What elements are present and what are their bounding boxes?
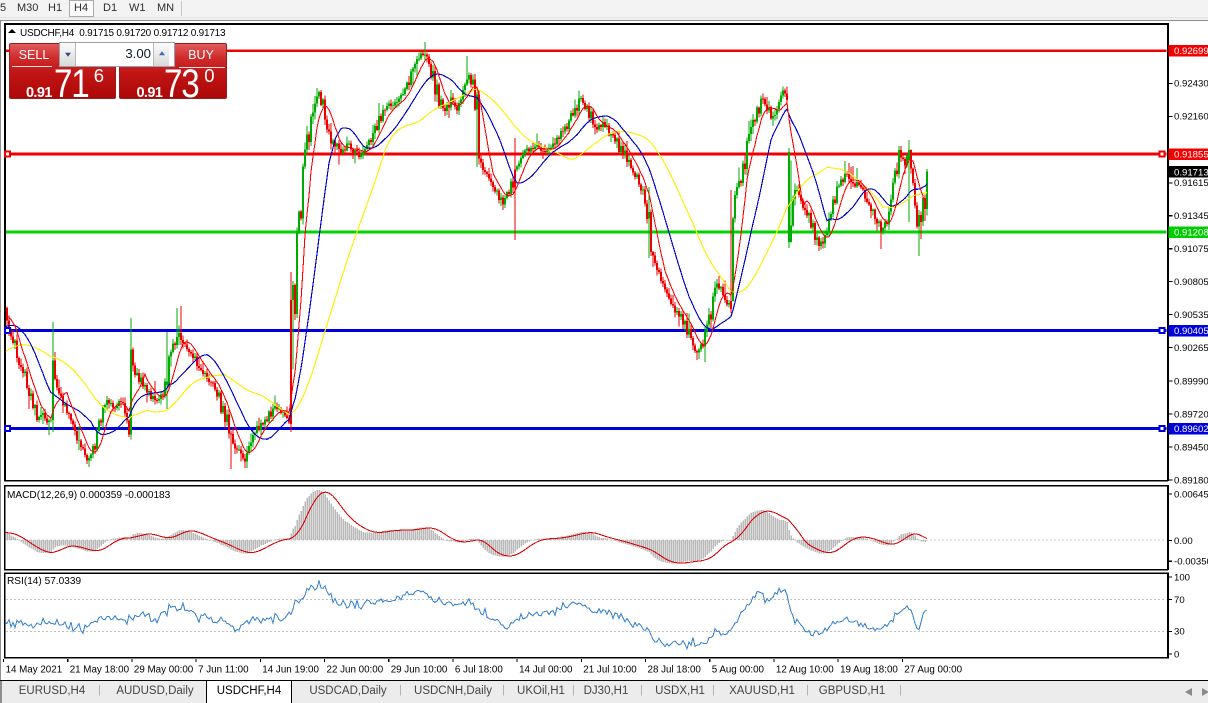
svg-text:28 Jul 18:00: 28 Jul 18:00 [648, 665, 702, 676]
svg-text:14 Jul 00:00: 14 Jul 00:00 [519, 665, 573, 676]
svg-text:0.90405: 0.90405 [1174, 326, 1208, 337]
svg-text:0.00: 0.00 [1174, 536, 1193, 547]
svg-text:0.89990: 0.89990 [1174, 377, 1208, 388]
svg-text:14 Jun 19:00: 14 Jun 19:00 [262, 665, 319, 676]
svg-text:27 Aug 00:00: 27 Aug 00:00 [904, 665, 962, 676]
svg-text:0.91855: 0.91855 [1174, 150, 1208, 161]
svg-text:30: 30 [1174, 627, 1185, 638]
svg-text:22 Jun 00:00: 22 Jun 00:00 [327, 665, 384, 676]
svg-text:12 Aug 10:00: 12 Aug 10:00 [776, 665, 834, 676]
svg-text:0.91713: 0.91713 [1174, 167, 1208, 178]
svg-text:0.91345: 0.91345 [1174, 211, 1208, 222]
svg-text:19 Aug 18:00: 19 Aug 18:00 [840, 665, 898, 676]
svg-text:14 May 2021: 14 May 2021 [6, 665, 63, 676]
svg-text:0.91208: 0.91208 [1174, 228, 1208, 239]
svg-text:0.91075: 0.91075 [1174, 244, 1208, 255]
svg-text:0.92430: 0.92430 [1174, 79, 1208, 90]
svg-text:6 Jul 18:00: 6 Jul 18:00 [455, 665, 503, 676]
svg-text:0.92699: 0.92699 [1174, 46, 1208, 57]
svg-text:5 Aug 00:00: 5 Aug 00:00 [712, 665, 765, 676]
svg-text:0.89180: 0.89180 [1174, 475, 1208, 486]
svg-text:RSI(14) 57.0339: RSI(14) 57.0339 [7, 576, 81, 587]
svg-text:7 Jun 11:00: 7 Jun 11:00 [198, 665, 249, 676]
svg-text:0.92160: 0.92160 [1174, 112, 1208, 123]
svg-text:0: 0 [1174, 649, 1179, 660]
svg-text:29 May 00:00: 29 May 00:00 [134, 665, 194, 676]
svg-text:MACD(12,26,9) 0.000359 -0.0001: MACD(12,26,9) 0.000359 -0.000183 [7, 490, 171, 501]
svg-text:0.89450: 0.89450 [1174, 442, 1208, 453]
svg-text:29 Jun 10:00: 29 Jun 10:00 [391, 665, 448, 676]
svg-text:21 May 18:00: 21 May 18:00 [70, 665, 130, 676]
svg-text:70: 70 [1174, 595, 1185, 606]
svg-text:0.89602: 0.89602 [1174, 424, 1208, 435]
svg-text:0.90805: 0.90805 [1174, 277, 1208, 288]
svg-text:0.006451: 0.006451 [1174, 489, 1208, 500]
svg-text:0.90535: 0.90535 [1174, 310, 1208, 321]
svg-text:0.90265: 0.90265 [1174, 343, 1208, 354]
svg-text:0.89720: 0.89720 [1174, 410, 1208, 421]
svg-text:0.91615: 0.91615 [1174, 178, 1208, 189]
svg-text:100: 100 [1174, 572, 1190, 583]
svg-text:-0.00350: -0.00350 [1174, 557, 1208, 568]
svg-text:21 Jul 10:00: 21 Jul 10:00 [583, 665, 637, 676]
